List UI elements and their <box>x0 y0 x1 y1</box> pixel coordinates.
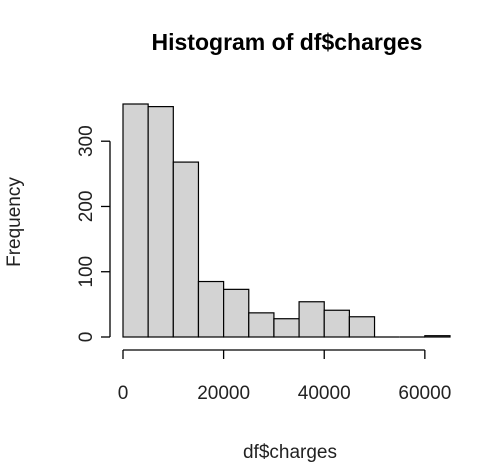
y-tick-label: 200 <box>76 191 97 223</box>
x-axis-label: df$charges <box>243 442 337 463</box>
y-axis-label: Frequency <box>4 177 25 267</box>
histogram-bar <box>122 103 149 338</box>
histogram-bar <box>197 280 225 338</box>
histogram-bar <box>248 312 275 338</box>
x-tick-label: 20000 <box>197 383 250 404</box>
y-tick-label: 100 <box>76 256 97 288</box>
y-axis: 0 100 200 300 <box>76 125 111 343</box>
histogram-bar <box>323 309 350 338</box>
histogram-bar <box>348 316 376 338</box>
y-tick-label: 300 <box>76 125 97 157</box>
histogram-bar <box>273 318 300 338</box>
x-tick-label: 60000 <box>398 383 451 404</box>
histogram-bar <box>223 288 250 338</box>
histogram-bar <box>172 161 200 338</box>
histogram-bar <box>147 106 174 338</box>
chart-title: Histogram of df$charges <box>152 29 423 55</box>
x-axis: 0 20000 40000 60000 <box>118 349 451 404</box>
histogram-bar <box>298 301 325 338</box>
bars-group <box>122 103 451 338</box>
y-tick-label: 0 <box>76 332 97 343</box>
x-tick-label: 0 <box>118 383 129 404</box>
histogram-bar <box>424 335 451 338</box>
x-tick-label: 40000 <box>298 383 351 404</box>
